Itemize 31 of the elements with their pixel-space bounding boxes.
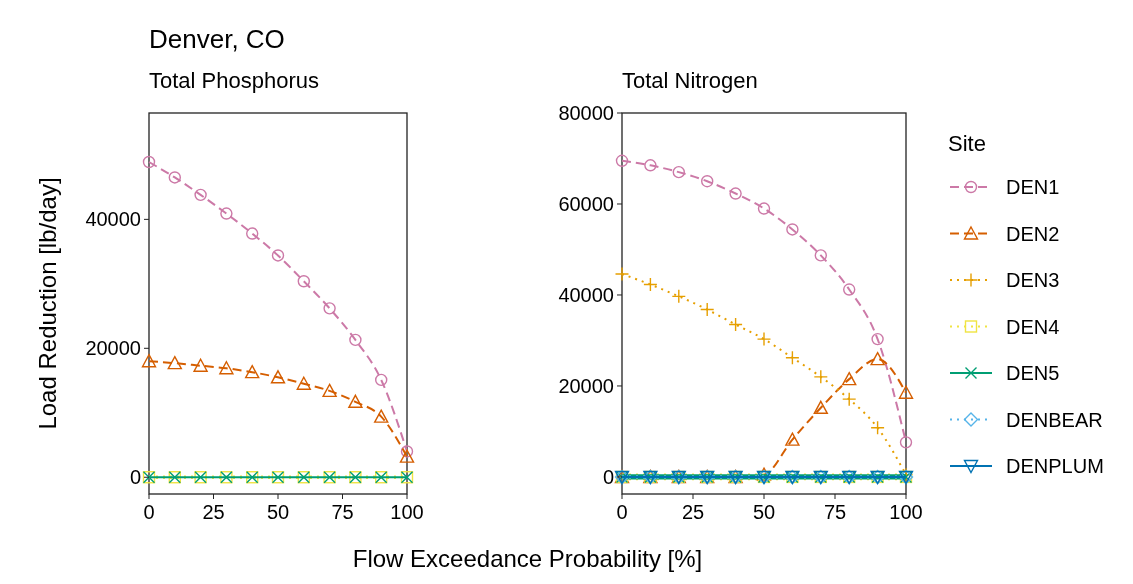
x-tick-label: 25 bbox=[202, 501, 225, 523]
y-tick-label: 60000 bbox=[558, 192, 614, 215]
y-tick-label: 0 bbox=[129, 466, 141, 489]
legend-label: DENBEAR bbox=[1006, 408, 1103, 431]
y-axis-title: Load Reduction [lb/day] bbox=[34, 177, 61, 430]
x-tick-label: 100 bbox=[889, 501, 923, 523]
x-tick-label: 0 bbox=[143, 501, 155, 523]
legend-label: DEN5 bbox=[1006, 362, 1060, 384]
chart-subtitle: Total Nitrogen bbox=[622, 68, 758, 93]
x-tick-label: 75 bbox=[823, 501, 847, 523]
y-tick-label: 20000 bbox=[85, 337, 141, 360]
x-tick-label: 0 bbox=[616, 501, 628, 523]
y-tick-label: 40000 bbox=[558, 283, 614, 306]
legend-label: DEN4 bbox=[1006, 315, 1060, 338]
y-tick-label: 40000 bbox=[85, 208, 141, 231]
legend-title: Site bbox=[948, 131, 986, 156]
x-axis-title: Flow Exceedance Probability [%] bbox=[352, 545, 703, 572]
x-tick-label: 100 bbox=[390, 501, 424, 523]
x-tick-label: 75 bbox=[331, 501, 354, 523]
legend-label: DEN2 bbox=[1006, 222, 1060, 245]
x-tick-label: 50 bbox=[752, 501, 776, 523]
x-tick-label: 50 bbox=[266, 501, 290, 523]
legend-label: DENPLUM bbox=[1006, 455, 1104, 477]
x-tick-label: 25 bbox=[681, 501, 705, 523]
legend-label: DEN1 bbox=[1006, 176, 1060, 198]
chart-subtitle: Total Phosphorus bbox=[149, 68, 319, 93]
chart-title: Denver, CO bbox=[149, 24, 285, 54]
legend-label: DEN3 bbox=[1006, 269, 1060, 291]
y-tick-label: 0 bbox=[602, 465, 614, 488]
y-tick-label: 80000 bbox=[558, 102, 614, 124]
y-tick-label: 20000 bbox=[558, 374, 614, 397]
